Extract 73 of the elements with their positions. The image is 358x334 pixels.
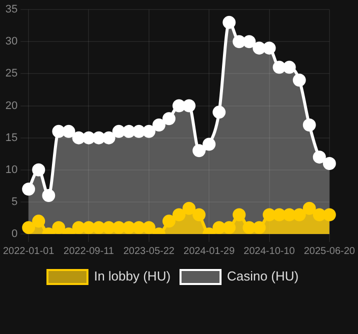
x-tick-label: 2025-06-20 (304, 246, 356, 257)
y-tick-label: 20 (5, 100, 18, 112)
point (172, 99, 186, 112)
point (322, 156, 336, 170)
point (122, 124, 136, 138)
point (302, 118, 316, 132)
point (92, 131, 106, 144)
point (42, 189, 56, 202)
point (212, 221, 226, 234)
point (142, 124, 156, 138)
x-tick-label: 2022-01-01 (3, 246, 55, 257)
point (152, 118, 166, 132)
point (272, 208, 286, 222)
point (222, 16, 236, 29)
point (202, 138, 216, 151)
point (132, 124, 146, 138)
y-tick-label: 5 (11, 196, 18, 208)
point (32, 214, 46, 228)
y-tick-label: 0 (11, 228, 18, 240)
point (192, 144, 206, 158)
y-tick-label: 35 (5, 4, 18, 16)
point (62, 124, 76, 138)
point (82, 131, 96, 144)
point (22, 182, 36, 196)
point (262, 208, 276, 222)
point (252, 42, 266, 55)
point (132, 221, 146, 234)
point (52, 124, 66, 138)
point (32, 163, 46, 176)
point (82, 221, 96, 234)
point (122, 221, 136, 234)
point (52, 221, 66, 234)
point (72, 221, 86, 234)
point (212, 106, 226, 119)
y-tick-label: 30 (5, 36, 18, 48)
point (292, 208, 306, 222)
point (282, 208, 296, 222)
point (312, 150, 326, 164)
y-tick-label: 25 (5, 68, 18, 80)
point (262, 42, 276, 55)
legend-label: In lobby (HU) (94, 268, 171, 284)
point (102, 221, 116, 234)
point (162, 214, 176, 228)
x-tick-label: 2023-05-22 (123, 246, 175, 257)
point (242, 35, 256, 48)
point (162, 112, 176, 126)
point (142, 221, 156, 234)
point (172, 208, 186, 222)
point (292, 74, 306, 87)
legend-label: Casino (HU) (227, 268, 299, 284)
point (232, 208, 246, 222)
point (92, 221, 106, 234)
point (102, 131, 116, 144)
point (72, 131, 86, 144)
point (322, 208, 336, 222)
point (182, 202, 196, 215)
point (252, 221, 266, 234)
x-tick-label: 2024-10-10 (244, 246, 296, 257)
x-tick-label: 2022-09-11 (64, 246, 114, 257)
y-tick-label: 15 (5, 132, 18, 144)
point (112, 124, 126, 138)
point (112, 221, 126, 234)
point (312, 208, 326, 222)
x-tick-label: 2024-01-29 (184, 246, 236, 257)
point (192, 208, 206, 222)
point (182, 99, 196, 112)
point (232, 35, 246, 48)
point (302, 202, 316, 215)
point (282, 60, 296, 74)
point (242, 221, 256, 234)
point (272, 60, 286, 74)
y-tick-label: 10 (5, 164, 18, 176)
point (222, 221, 236, 234)
